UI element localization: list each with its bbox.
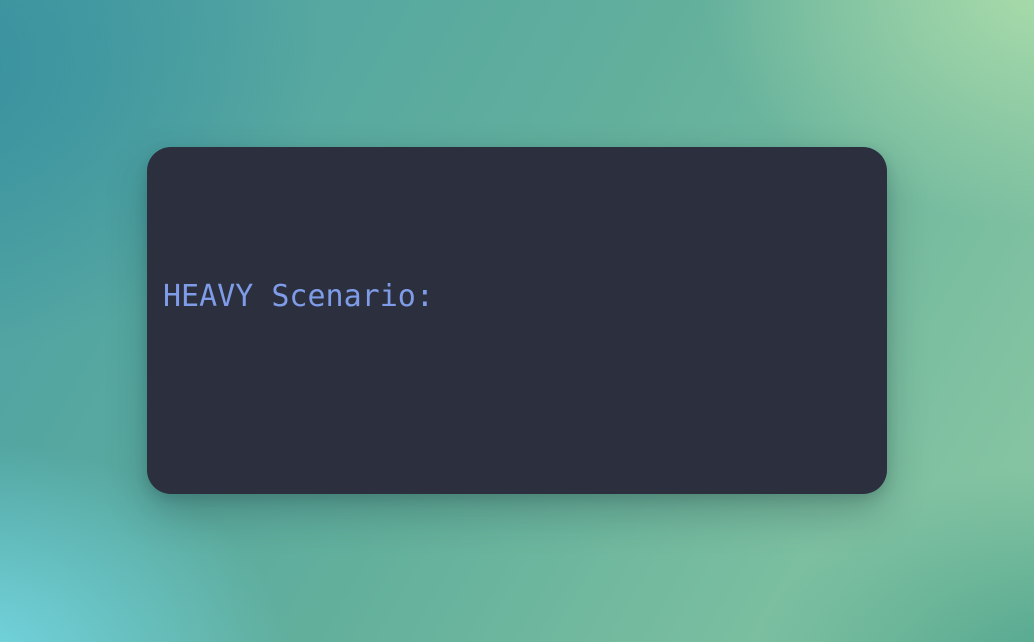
scenario-results-card: HEAVY Scenario: Total Requests: 32166 Su… bbox=[147, 147, 887, 494]
metrics-list: Total Requests: 32166 Success Rate: 100%… bbox=[163, 465, 871, 642]
scenario-title: HEAVY Scenario: bbox=[163, 279, 434, 314]
